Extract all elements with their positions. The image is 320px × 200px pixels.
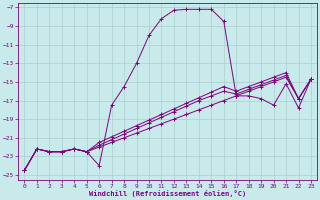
X-axis label: Windchill (Refroidissement éolien,°C): Windchill (Refroidissement éolien,°C) xyxy=(89,190,246,197)
